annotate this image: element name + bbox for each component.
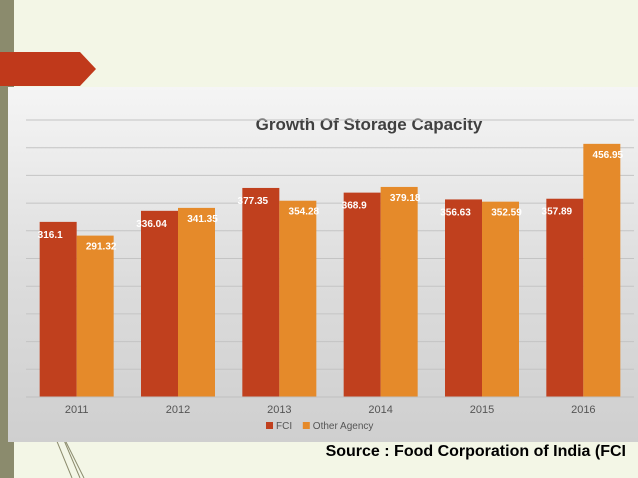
x-tick-label: 2012 [166,404,190,416]
bar-chart: Growth Of Storage Capacity 316.1 291.32 33… [26,115,634,432]
data-label: 356.63 [440,207,471,218]
data-label: 291.32 [86,242,117,253]
bar-other-agency-2013 [279,200,317,397]
data-label: 357.89 [542,207,573,218]
arrow-tab-decoration [0,52,96,86]
bar-other-agency-2011 [76,235,114,397]
bar-fci-2012 [141,210,178,397]
data-label: 316.1 [38,230,63,241]
source-citation: Source : Food Corporation of India (FCI [325,443,626,460]
data-label: 379.18 [390,193,421,204]
data-label: 336.04 [136,219,167,230]
legend-entry: Other Agency [313,421,374,432]
data-label: 341.35 [187,214,218,225]
chart-panel: Growth Of Storage Capacity 316.1 291.32 33… [8,87,638,442]
bar-other-agency-2016 [583,143,621,397]
bar-other-agency-2014 [380,186,418,397]
bar-fci-2016 [546,198,584,397]
bar-other-agency-2012 [178,207,215,397]
bar-fci-2011 [39,221,77,397]
x-tick-label: 2014 [368,404,392,416]
legend-entry: FCI [276,421,292,432]
data-label: 354.28 [289,207,320,218]
data-label: 456.95 [593,150,624,161]
data-label: 352.59 [491,208,522,219]
bar-fci-2015 [445,199,482,397]
chart-title: Growth Of Storage Capacity [256,115,483,134]
data-label: 368.9 [342,201,367,212]
x-tick-label: 2013 [267,404,291,416]
legend-swatch [266,422,273,429]
data-label: 377.35 [238,196,269,207]
bar-other-agency-2015 [482,201,519,397]
x-tick-label: 2016 [571,404,595,416]
bar-fci-2013 [242,187,280,397]
legend-swatch [302,422,310,429]
bar-fci-2014 [343,192,381,397]
x-tick-label: 2011 [65,404,89,416]
x-tick-label: 2015 [470,404,494,416]
